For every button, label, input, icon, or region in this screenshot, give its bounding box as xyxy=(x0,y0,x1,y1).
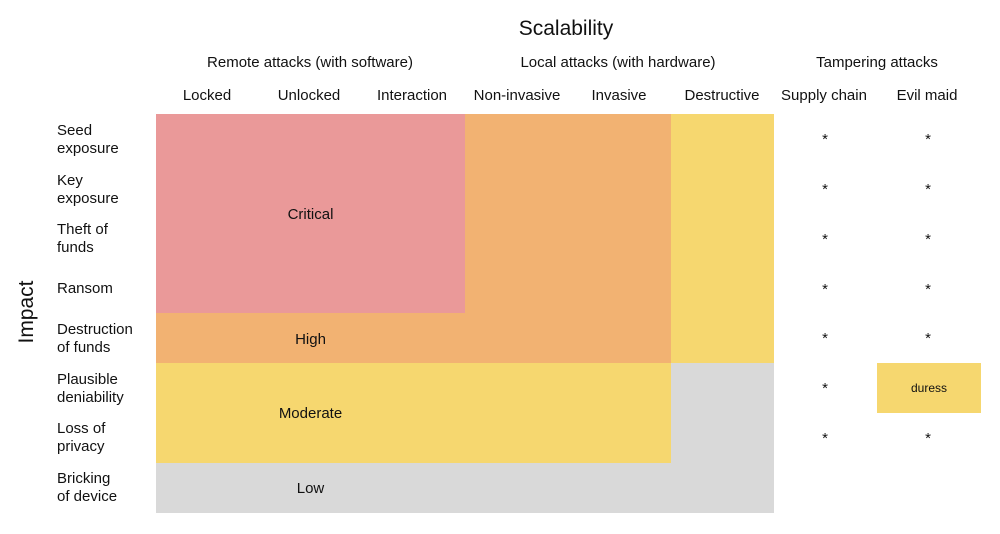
col-unlocked: Unlocked xyxy=(277,87,341,104)
row-line: funds xyxy=(57,239,94,256)
critical-region xyxy=(156,114,465,313)
col-locked: Locked xyxy=(182,87,232,104)
col-interaction: Interaction xyxy=(376,87,448,104)
row-seed-exposure: Seed exposure xyxy=(57,122,152,158)
supply-chain-marker: * xyxy=(822,281,828,298)
col-supply-chain: Supply chain xyxy=(781,87,867,104)
row-line: Loss of xyxy=(57,420,106,437)
moderate-label: Moderate xyxy=(278,405,343,422)
col-destructive: Destructive xyxy=(684,87,760,104)
evil-maid-marker: * xyxy=(925,131,931,148)
row-line: of funds xyxy=(57,339,111,356)
critical-label: Critical xyxy=(287,206,334,223)
high-label: High xyxy=(295,331,326,348)
col-invasive: Invasive xyxy=(591,87,647,104)
row-line: Ransom xyxy=(57,280,113,297)
row-line: Plausible xyxy=(57,371,118,388)
row-line: Key xyxy=(57,172,83,189)
row-line: Seed xyxy=(57,122,93,139)
supply-chain-marker: * xyxy=(822,231,828,248)
moderate-region xyxy=(156,362,671,463)
row-destruction-of-funds: Destruction of funds xyxy=(57,321,152,357)
row-line: deniability xyxy=(57,389,124,406)
high-region-extension xyxy=(464,114,671,314)
row-line: exposure xyxy=(57,190,119,207)
supply-chain-marker: * xyxy=(822,181,828,198)
moderate-region-extension xyxy=(670,114,774,363)
high-region xyxy=(156,313,671,363)
supply-chain-marker: * xyxy=(822,131,828,148)
group-tampering-attacks: Tampering attacks xyxy=(816,54,938,71)
col-evil-maid: Evil maid xyxy=(896,87,958,104)
row-line: Destruction xyxy=(57,321,133,338)
chart-title: Scalability xyxy=(518,17,614,40)
row-ransom: Ransom xyxy=(57,280,152,298)
supply-chain-marker: * xyxy=(822,380,828,397)
row-loss-of-privacy: Loss of privacy xyxy=(57,420,152,456)
group-local-attacks: Local attacks (with hardware) xyxy=(520,54,716,71)
low-label: Low xyxy=(296,480,325,497)
supply-chain-marker: * xyxy=(822,430,828,447)
row-plausible-deniability: Plausible deniability xyxy=(57,371,152,407)
evil-maid-marker: * xyxy=(925,330,931,347)
supply-chain-marker: * xyxy=(822,330,828,347)
row-line: Theft of xyxy=(57,221,108,238)
row-line: exposure xyxy=(57,140,119,157)
row-bricking-of-device: Bricking of device xyxy=(57,470,152,506)
row-line: of device xyxy=(57,488,118,505)
low-region-extension xyxy=(670,362,774,463)
evil-maid-marker: * xyxy=(925,181,931,198)
y-axis-label: Impact xyxy=(15,280,38,344)
duress-cell: duress xyxy=(877,363,981,413)
evil-maid-marker: * xyxy=(925,231,931,248)
col-non-invasive: Non-invasive xyxy=(473,87,561,104)
row-theft-of-funds: Theft of funds xyxy=(57,221,152,257)
row-line: privacy xyxy=(57,438,105,455)
evil-maid-marker: * xyxy=(925,430,931,447)
group-remote-attacks: Remote attacks (with software) xyxy=(207,54,413,71)
row-key-exposure: Key exposure xyxy=(57,172,152,208)
row-line: Bricking xyxy=(57,470,111,487)
low-region xyxy=(156,462,774,513)
evil-maid-marker: * xyxy=(925,281,931,298)
